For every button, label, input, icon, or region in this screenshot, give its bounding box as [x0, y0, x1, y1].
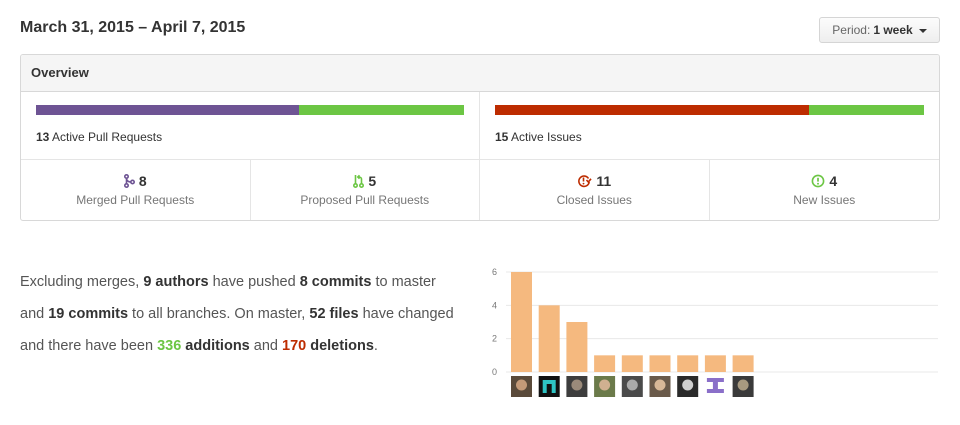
bar	[566, 322, 588, 372]
date-range-title: March 31, 2015 – April 7, 2015	[20, 19, 246, 36]
avatar-face	[682, 379, 694, 391]
new-issues-count: 4	[829, 173, 838, 189]
active-pull-requests-label[interactable]: Active Pull Requests	[52, 130, 163, 144]
stat-closed-issues[interactable]: 11 Closed Issues	[480, 160, 710, 220]
avatar-face	[599, 379, 611, 391]
summary-text: Excluding merges,	[20, 274, 144, 290]
bar	[649, 355, 671, 372]
y-tick-label: 4	[492, 300, 497, 310]
issue-opened-icon	[811, 174, 825, 188]
overview-panel: Overview 13 Active Pull Requests 15 Acti…	[20, 54, 940, 221]
files-changed-count: 52 files	[309, 306, 359, 322]
bar	[538, 305, 560, 372]
closed-count: 11	[596, 173, 612, 189]
issue-closed-icon	[578, 175, 592, 188]
stat-new-issues[interactable]: 4 New Issues	[710, 160, 940, 220]
git-pull-request-icon	[353, 174, 365, 188]
period-dropdown-button[interactable]: Period: 1 week	[819, 17, 940, 43]
avatar-pattern	[551, 384, 556, 393]
closed-label: Closed Issues	[556, 193, 632, 207]
period-label: Period:	[832, 23, 871, 37]
issues-summary: 15 Active Issues	[480, 92, 939, 159]
new-segment	[809, 105, 924, 115]
stat-merged-pull-requests[interactable]: 8 Merged Pull Requests	[21, 160, 251, 220]
bar	[677, 355, 699, 372]
proposed-segment	[299, 105, 464, 115]
avatar-face	[654, 379, 666, 391]
new-issues-label: New Issues	[793, 193, 856, 207]
all-branches-commits-count: 19 commits	[48, 306, 129, 322]
merged-segment	[36, 105, 300, 115]
summary-text: have pushed	[208, 274, 300, 290]
summary-text: have changed and there have been	[20, 306, 454, 354]
period-value: 1 week	[873, 23, 913, 37]
y-tick-label: 2	[492, 334, 497, 344]
additions-word: additions	[181, 338, 250, 354]
proposed-count: 5	[368, 173, 377, 189]
y-tick-label: 6	[492, 267, 497, 277]
summary-text: and	[249, 338, 282, 354]
pull-requests-bar[interactable]	[36, 105, 464, 115]
commit-summary: Excluding merges, 9 authors have pushed …	[20, 266, 460, 362]
avatar-pattern	[706, 389, 724, 393]
avatar-face	[571, 379, 583, 391]
avatar-face	[737, 379, 749, 391]
deletions-count: 170	[282, 338, 307, 354]
merged-label: Merged Pull Requests	[76, 193, 195, 207]
authors-count: 9 authors	[143, 274, 209, 290]
author-avatar	[538, 376, 560, 397]
active-pull-requests-count: 13	[36, 130, 50, 144]
master-commits-count: 8 commits	[299, 274, 372, 290]
avatar-pattern	[712, 382, 718, 389]
merged-count: 8	[138, 173, 147, 189]
pull-requests-summary: 13 Active Pull Requests	[21, 92, 480, 159]
caret-down-icon	[918, 28, 927, 33]
bar	[594, 355, 616, 372]
summary-text: to master and	[20, 274, 436, 322]
bar	[732, 355, 754, 372]
avatar-pattern	[542, 384, 547, 393]
additions-count: 336	[157, 338, 182, 354]
summary-text: .	[373, 338, 378, 354]
git-merge-icon	[123, 174, 135, 188]
commits-by-author-chart: 0 2 4 6	[492, 267, 938, 397]
deletions-word: deletions	[310, 338, 374, 354]
bar	[511, 272, 532, 372]
active-issues-label[interactable]: Active Issues	[511, 130, 582, 144]
avatar-face	[626, 379, 638, 391]
active-issues-count: 15	[495, 130, 509, 144]
avatar-pattern	[542, 380, 556, 384]
overview-title: Overview	[21, 55, 939, 92]
y-tick-label: 0	[492, 367, 497, 377]
avatar-face	[516, 379, 527, 391]
stat-proposed-pull-requests[interactable]: 5 Proposed Pull Requests	[251, 160, 480, 220]
closed-segment	[495, 105, 810, 115]
bar	[621, 355, 643, 372]
proposed-label: Proposed Pull Requests	[300, 193, 430, 207]
issues-bar[interactable]	[495, 105, 924, 115]
bar	[704, 355, 726, 372]
summary-text: to all branches. On master,	[128, 306, 310, 322]
avatar-pattern	[706, 378, 724, 382]
